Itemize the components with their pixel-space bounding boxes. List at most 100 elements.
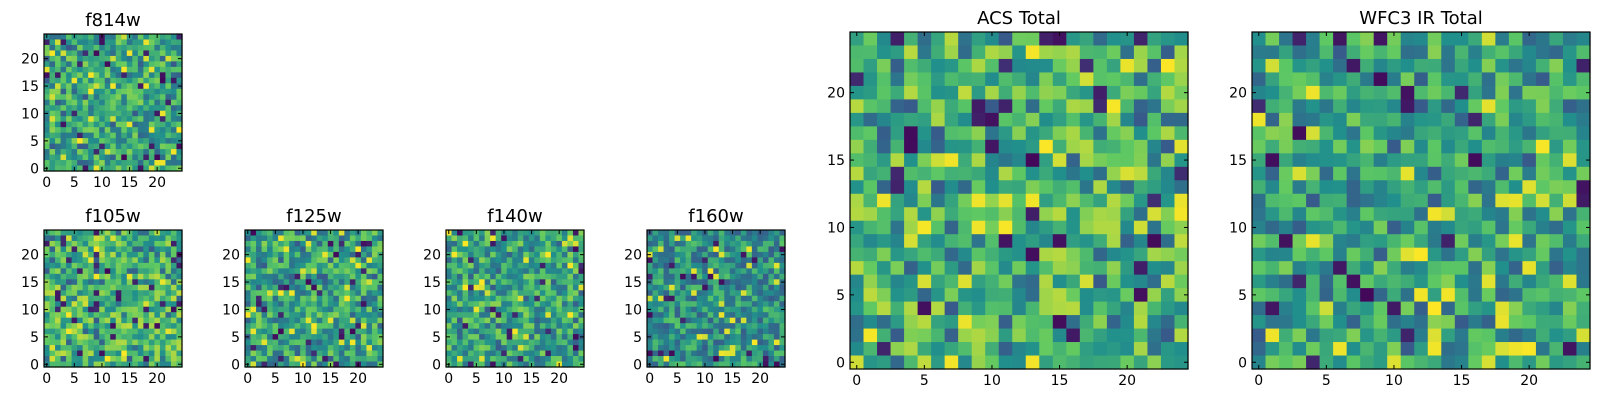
heatmap-cell	[344, 290, 351, 297]
heatmap-cell	[176, 154, 183, 161]
heatmap-cell	[1147, 274, 1162, 289]
heatmap-cell	[567, 317, 574, 324]
heatmap-cell	[468, 240, 475, 248]
heatmap-cell	[289, 356, 296, 363]
heatmap-cell	[1025, 247, 1040, 262]
heatmap-cell	[724, 328, 731, 335]
heatmap-cell	[1387, 32, 1402, 47]
heatmap-cell	[1454, 247, 1469, 262]
heatmap-cell	[272, 350, 279, 357]
heatmap-cell	[1025, 274, 1040, 289]
heatmap-cell	[446, 312, 453, 319]
heatmap-cell	[126, 317, 133, 324]
heatmap-cell	[457, 257, 464, 264]
heatmap-cell	[71, 105, 78, 112]
heatmap-cell	[143, 39, 150, 46]
heatmap-cell	[1441, 261, 1456, 276]
heatmap-cell	[1052, 139, 1067, 154]
heatmap-cell	[534, 284, 541, 291]
heatmap-cell	[998, 328, 1013, 343]
heatmap-cell	[366, 350, 373, 357]
heatmap-cell	[55, 295, 62, 302]
heatmap-cell	[104, 105, 111, 112]
heatmap-cell	[468, 230, 475, 237]
heatmap-cell	[495, 334, 502, 341]
heatmap-cell	[863, 247, 878, 262]
heatmap-cell	[371, 334, 379, 341]
heatmap-cell	[1066, 32, 1081, 47]
heatmap-cell	[1252, 139, 1267, 154]
heatmap-cell	[652, 317, 659, 324]
heatmap-cell	[1079, 328, 1094, 343]
heatmap-cell	[159, 350, 167, 357]
heatmap-cell	[71, 154, 78, 161]
heatmap-cell	[137, 230, 144, 237]
heatmap-cell	[77, 94, 84, 101]
heatmap-cell	[1549, 234, 1564, 249]
heatmap-cell	[904, 315, 919, 330]
axes-frame	[43, 33, 183, 172]
heatmap-cell	[1454, 180, 1469, 195]
heatmap-cell	[300, 273, 307, 280]
heatmap-cell	[998, 315, 1013, 330]
heatmap-cell	[663, 246, 670, 253]
heatmap-cell	[457, 268, 464, 275]
heatmap-cell	[1025, 207, 1040, 222]
heatmap-cell	[159, 317, 167, 324]
heatmap-cell	[484, 240, 491, 248]
heatmap-cell	[1093, 139, 1108, 154]
heatmap-cell	[55, 246, 62, 253]
heatmap-cell	[104, 72, 111, 79]
heatmap-cell	[561, 230, 569, 237]
heatmap-cell	[176, 295, 183, 302]
heatmap-cell	[762, 361, 770, 368]
heatmap-cell	[55, 127, 62, 134]
heatmap-cell	[1441, 166, 1456, 181]
heatmap-cell	[66, 94, 73, 101]
heatmap-cell	[165, 66, 172, 73]
heatmap-cell	[148, 165, 155, 172]
heatmap-cell	[1441, 328, 1456, 343]
heatmap-cell	[1454, 288, 1469, 303]
heatmap-cell	[863, 139, 878, 154]
heatmap-cell	[768, 334, 775, 341]
heatmap-cell	[154, 339, 161, 346]
heatmap-cell	[77, 262, 84, 269]
heatmap-cell	[1373, 99, 1388, 114]
heatmap-cell	[49, 290, 56, 297]
heatmap-cell	[512, 356, 519, 363]
heatmap-cell	[159, 165, 167, 172]
heatmap-cell	[1306, 288, 1321, 303]
heatmap-cell	[121, 99, 128, 106]
heatmap-cell	[779, 273, 786, 280]
heatmap-cell	[850, 72, 865, 87]
heatmap-cell	[1025, 220, 1040, 235]
heatmap-cell	[696, 312, 703, 319]
heatmap-cell	[1427, 139, 1442, 154]
heatmap-cell	[768, 306, 775, 313]
heatmap-cell	[702, 350, 709, 357]
heatmap-cell	[779, 295, 786, 302]
heatmap-cell	[49, 235, 56, 242]
heatmap-cell	[658, 334, 665, 341]
heatmap-cell	[170, 345, 178, 352]
heatmap-cell	[1133, 274, 1149, 289]
heatmap-cell	[71, 50, 78, 57]
heatmap-cell	[344, 306, 351, 313]
heatmap-cell	[746, 317, 753, 324]
heatmap-cell	[115, 306, 122, 313]
heatmap-cell	[261, 251, 268, 258]
heatmap-cell	[154, 290, 161, 297]
y-tick-label: 5	[30, 330, 39, 346]
heatmap-cell	[305, 356, 312, 363]
heatmap-cell	[1292, 153, 1307, 168]
heatmap-cell	[1468, 153, 1483, 168]
heatmap-cell	[99, 295, 106, 302]
heatmap-cell	[77, 149, 84, 156]
y-tick-label: 20	[21, 248, 39, 264]
heatmap-cell	[944, 85, 959, 100]
heatmap-cell	[691, 240, 698, 248]
heatmap-cell	[132, 350, 139, 357]
heatmap-cell	[729, 328, 736, 335]
heatmap-cell	[115, 284, 122, 291]
